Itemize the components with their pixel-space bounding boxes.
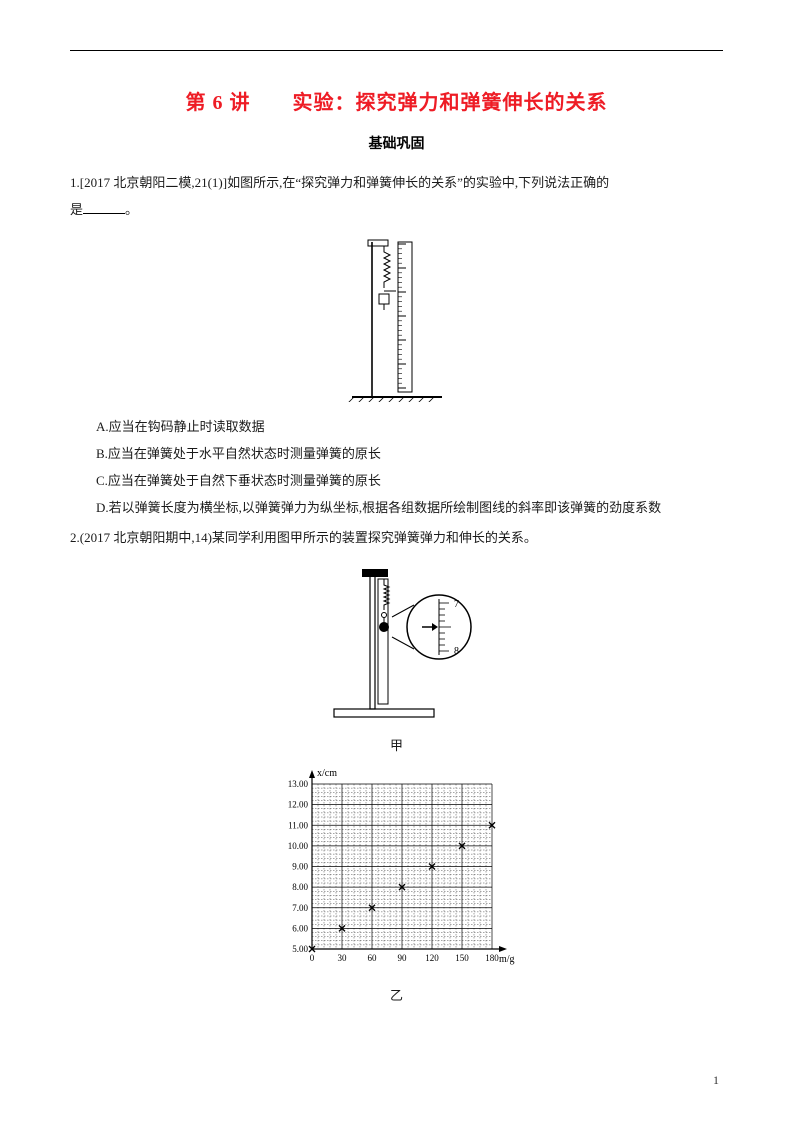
page-number: 1 <box>713 1073 719 1088</box>
q1-option-d: D.若以弹簧长度为横坐标,以弹簧弹力为纵坐标,根据各组数据所绘制图线的斜率即该弹… <box>70 494 723 521</box>
svg-text:12.00: 12.00 <box>287 800 308 810</box>
svg-text:90: 90 <box>397 953 407 963</box>
caption-jia: 甲 <box>70 735 723 754</box>
svg-text:10.00: 10.00 <box>287 841 308 851</box>
y-axis-label: x/cm <box>317 768 337 779</box>
svg-text:11.00: 11.00 <box>288 820 308 830</box>
x-axis-label: m/g <box>499 954 515 965</box>
svg-text:0: 0 <box>309 953 314 963</box>
page-title: 第 6 讲 实验：探究弹力和弹簧伸长的关系 <box>70 86 723 115</box>
q1-stem-c: 。 <box>125 202 138 217</box>
apparatus-diagram: 7 8 <box>304 559 489 724</box>
svg-text:9.00: 9.00 <box>292 862 308 872</box>
figure-yi: x/cm m/g 0 30 60 90 120 150 180 5.00 6.00 7.00 8.… <box>70 764 723 979</box>
q1-stem-b: 是 <box>70 202 83 217</box>
svg-text:13.00: 13.00 <box>287 779 308 789</box>
q2-stem: 2.(2017 北京朝阳期中,14)某同学利用图甲所示的装置探究弹簧弹力和伸长的… <box>70 524 723 551</box>
svg-text:180: 180 <box>485 953 499 963</box>
figure-jia: 7 8 <box>70 559 723 729</box>
svg-text:120: 120 <box>425 953 439 963</box>
svg-text:6.00: 6.00 <box>292 923 308 933</box>
q1-stem: 1.[2017 北京朝阳二模,21(1)]如图所示,在“探究弹力和弹簧伸长的关系… <box>70 169 723 196</box>
section-heading: 基础巩固 <box>70 133 723 153</box>
svg-text:30: 30 <box>337 953 347 963</box>
q1-stem-a: 1.[2017 北京朝阳二模,21(1)]如图所示,在“探究弹力和弹簧伸长的关系… <box>70 175 609 190</box>
spring-ruler-diagram <box>342 232 452 402</box>
top-rule <box>70 50 723 51</box>
svg-text:60: 60 <box>367 953 377 963</box>
data-graph: x/cm m/g 0 30 60 90 120 150 180 5.00 6.00 7.00 8.… <box>267 764 527 974</box>
ruler-label-7: 7 <box>454 599 459 610</box>
q1-stem-line2: 是。 <box>70 196 723 223</box>
svg-text:8.00: 8.00 <box>292 882 308 892</box>
svg-text:150: 150 <box>455 953 469 963</box>
svg-text:7.00: 7.00 <box>292 903 308 913</box>
caption-yi: 乙 <box>70 985 723 1004</box>
q1-option-c: C.应当在弹簧处于自然下垂状态时测量弹簧的原长 <box>70 467 723 494</box>
svg-text:5.00: 5.00 <box>292 944 308 954</box>
figure-1 <box>70 232 723 407</box>
q1-option-a: A.应当在钩码静止时读取数据 <box>70 413 723 440</box>
q1-option-b: B.应当在弹簧处于水平自然状态时测量弹簧的原长 <box>70 440 723 467</box>
ruler-label-8: 8 <box>454 646 459 657</box>
answer-blank <box>83 200 125 214</box>
